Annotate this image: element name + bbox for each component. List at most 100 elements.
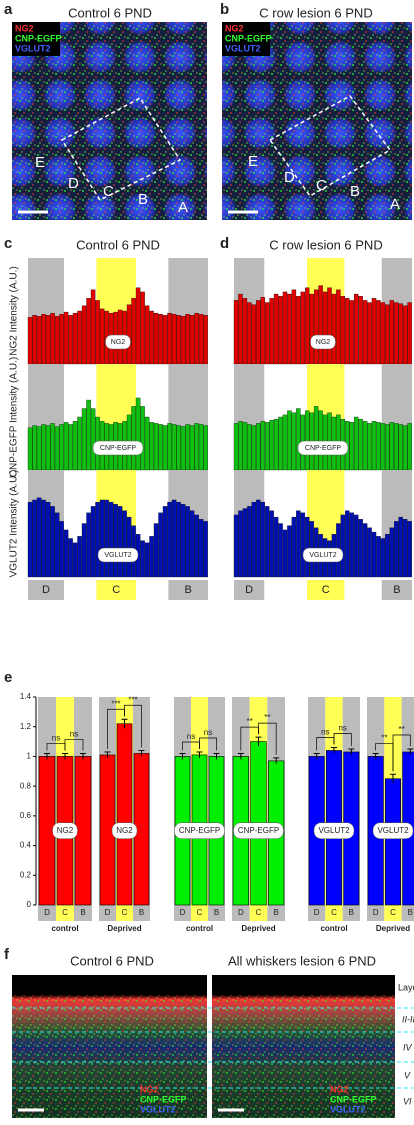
layer-label: IV <box>403 1042 413 1052</box>
bar <box>126 304 132 365</box>
bar <box>32 315 37 365</box>
bar <box>242 422 248 471</box>
region-box <box>381 580 412 600</box>
bar <box>291 412 297 471</box>
bar <box>162 425 168 471</box>
bar <box>278 416 283 471</box>
bar <box>300 512 305 578</box>
bar <box>180 316 186 365</box>
bar <box>90 506 96 578</box>
group-label: control <box>320 924 347 933</box>
barrel-label: C <box>316 177 327 194</box>
bar <box>116 723 133 906</box>
label-box <box>92 440 144 456</box>
x-tick-label: C <box>197 908 203 917</box>
bar <box>407 521 412 578</box>
bar <box>153 423 159 471</box>
group-label: control <box>51 924 78 933</box>
label-box <box>52 822 78 839</box>
sig-label: ** <box>264 713 270 722</box>
sig-label: ns <box>70 730 78 739</box>
y-tick-label: 0.8 <box>20 781 32 790</box>
y-tick-label: 1.2 <box>20 722 32 731</box>
y-tick-label: 1.4 <box>20 692 32 701</box>
panel-title: Control 6 PND <box>76 237 160 252</box>
bar <box>340 296 346 365</box>
bar <box>185 314 190 365</box>
barrel-label: D <box>68 175 79 192</box>
bar <box>287 525 292 578</box>
bar <box>77 310 82 365</box>
bar <box>144 416 150 471</box>
x-tick-label: D <box>373 908 379 917</box>
bar <box>198 424 204 471</box>
bar <box>167 501 172 578</box>
group-label: Deprived <box>107 924 141 933</box>
bar <box>63 311 69 365</box>
sig-label: *** <box>111 699 120 708</box>
bar <box>380 538 386 578</box>
legend-label: NG2 <box>140 1084 159 1094</box>
bar <box>273 516 279 578</box>
x-tick-label: B <box>273 908 278 917</box>
bar <box>45 501 51 578</box>
micrograph <box>222 22 412 220</box>
bar <box>358 296 363 365</box>
bar <box>36 497 42 578</box>
panel-title: Control 6 PND <box>68 5 152 20</box>
layer-label: II-III <box>402 1014 414 1024</box>
bar <box>72 312 78 365</box>
bar <box>287 410 292 471</box>
sig-bracket <box>258 722 277 755</box>
barrel-label: B <box>138 191 148 208</box>
layer-label: VI <box>403 1096 412 1106</box>
bar <box>376 422 381 471</box>
bar <box>287 293 292 365</box>
bar <box>77 416 82 471</box>
layer-label: Layer <box>398 982 414 992</box>
series-label: NG2 <box>57 826 74 835</box>
bar <box>99 499 105 578</box>
bar <box>251 304 257 365</box>
bar <box>27 427 33 471</box>
bar <box>27 317 33 365</box>
bar <box>99 308 105 365</box>
label-box <box>97 547 139 563</box>
series-label: VGLUT2 <box>309 552 336 559</box>
region-box <box>28 580 64 600</box>
bar <box>135 397 141 471</box>
region-box <box>96 580 136 600</box>
label-box <box>297 440 349 456</box>
bar <box>122 510 127 578</box>
legend-label: VGLUT2 <box>330 1104 366 1114</box>
bar <box>305 516 310 578</box>
label-box <box>233 822 284 839</box>
sig-bracket <box>199 737 217 751</box>
bar <box>149 536 154 578</box>
bar <box>282 291 288 365</box>
bar <box>86 298 91 365</box>
sig-label: ns <box>338 724 346 733</box>
x-tick-label: B <box>139 908 144 917</box>
region-label: B <box>393 584 400 596</box>
bar <box>376 300 381 365</box>
bar <box>27 501 33 578</box>
bar <box>398 424 403 471</box>
region-label: D <box>245 584 253 596</box>
panel-letter: a <box>4 1 13 18</box>
bar <box>278 296 283 365</box>
panel-letter: d <box>220 235 229 252</box>
bar <box>153 523 159 578</box>
legend-label: NG2 <box>330 1084 349 1094</box>
bar <box>113 504 118 578</box>
bar <box>126 516 132 578</box>
bar <box>86 512 91 578</box>
bar <box>264 422 270 471</box>
bar <box>140 291 145 365</box>
bar <box>233 300 239 365</box>
bar <box>385 778 401 906</box>
bar <box>282 529 288 578</box>
panel-letter: c <box>4 235 12 252</box>
bar <box>407 423 412 471</box>
bar <box>278 523 283 578</box>
